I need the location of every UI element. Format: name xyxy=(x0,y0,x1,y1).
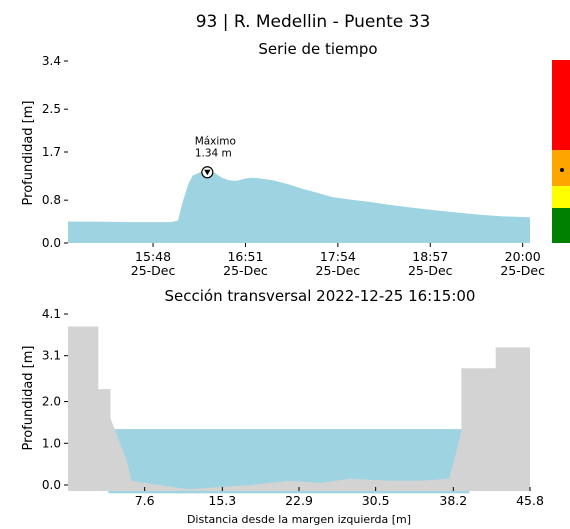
x-tick-label: 30.5 xyxy=(362,493,390,508)
time-series-ylabel: Profundidad [m] xyxy=(21,101,36,206)
y-tick-label: 0.0 xyxy=(42,236,61,250)
x-tick-date-label: 25-Dec xyxy=(131,263,176,278)
max-annotation-value: 1.34 m xyxy=(195,147,232,159)
level-red-segment xyxy=(552,60,570,150)
cross-section-title: Sección transversal 2022-12-25 16:15:00 xyxy=(165,287,476,305)
alert-level-bar xyxy=(552,60,570,243)
y-tick-label: 0.0 xyxy=(42,478,61,492)
current-level-marker xyxy=(560,168,564,172)
y-tick-label: 2.0 xyxy=(42,395,61,409)
y-tick-label: 0.8 xyxy=(42,193,61,207)
cross-section-xlabel: Distancia desde la margen izquierda [m] xyxy=(187,513,411,526)
cross-section-x-ticks: 7.6 15.3 22.9 30.5 38.2 45.8 xyxy=(135,487,544,508)
y-tick-label: 3.1 xyxy=(42,349,61,363)
time-series-y-ticks: 0.0 0.8 1.7 2.5 3.4 xyxy=(42,54,68,250)
y-tick-label: 1.7 xyxy=(42,145,61,159)
time-series-chart: Serie de tiempo Profundidad [m] 0.0 0.8 1.… xyxy=(21,40,545,278)
y-tick-label: 4.1 xyxy=(42,307,61,321)
x-tick-time-label: 20:00 xyxy=(505,249,541,264)
figure-title: 93 | R. Medellin - Puente 33 xyxy=(196,12,431,32)
level-orange-segment xyxy=(552,150,570,186)
x-tick-label: 45.8 xyxy=(516,493,544,508)
x-tick-time-label: 15:48 xyxy=(135,249,171,264)
x-tick-label: 38.2 xyxy=(439,493,467,508)
y-tick-label: 2.5 xyxy=(42,102,61,116)
x-tick-time-label: 17:54 xyxy=(320,249,356,264)
x-tick-date-label: 25-Dec xyxy=(500,263,545,278)
x-tick-label: 15.3 xyxy=(208,493,236,508)
y-tick-label: 1.0 xyxy=(42,436,61,450)
y-tick-label: 3.4 xyxy=(42,54,61,68)
max-annotation: Máximo 1.34 m xyxy=(195,135,236,179)
time-series-title: Serie de tiempo xyxy=(258,40,377,58)
time-series-fill xyxy=(68,171,530,243)
max-annotation-label: Máximo xyxy=(195,135,236,147)
level-green-segment xyxy=(552,208,570,243)
riverbed-fill xyxy=(68,326,530,491)
x-tick-date-label: 25-Dec xyxy=(316,263,361,278)
cross-section-y-ticks: 0.0 1.0 2.0 3.1 4.1 xyxy=(42,307,68,492)
x-tick-label: 7.6 xyxy=(135,493,155,508)
cross-section-chart: Sección transversal 2022-12-25 16:15:00 … xyxy=(21,287,544,526)
x-tick-time-label: 18:57 xyxy=(412,249,448,264)
x-tick-date-label: 25-Dec xyxy=(408,263,453,278)
time-series-x-ticks: 15:4825-Dec16:5125-Dec17:5425-Dec18:5725… xyxy=(131,243,545,278)
level-yellow-segment xyxy=(552,186,570,208)
cross-section-ylabel: Profundidad [m] xyxy=(21,346,36,451)
down-triangle-icon xyxy=(204,169,211,176)
x-tick-label: 22.9 xyxy=(285,493,313,508)
riverbed-area xyxy=(68,326,530,491)
time-series-area xyxy=(68,171,530,243)
x-tick-date-label: 25-Dec xyxy=(223,263,268,278)
x-tick-time-label: 16:51 xyxy=(227,249,263,264)
